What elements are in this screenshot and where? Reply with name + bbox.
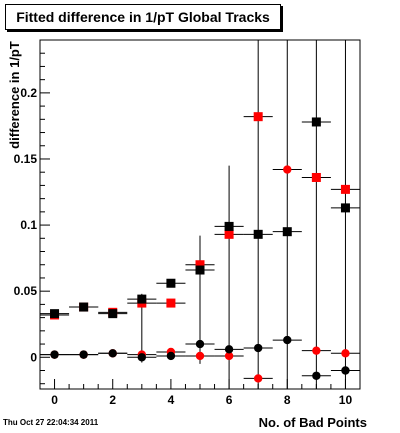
- data-point-square: [195, 265, 205, 275]
- data-point-square: [195, 260, 205, 270]
- chart-title: Fitted difference in 1/pT Global Tracks: [16, 9, 270, 25]
- data-point-square: [224, 229, 234, 239]
- x-tick-label: 6: [226, 393, 233, 407]
- data-point-square: [166, 298, 176, 308]
- data-point-circle: [253, 343, 263, 353]
- datestamp: Thu Oct 27 22:04:34 2011: [3, 418, 99, 427]
- data-point-circle: [195, 351, 205, 361]
- x-tick-label: 8: [284, 393, 291, 407]
- data-point-square: [340, 203, 350, 213]
- chart-title-box: Fitted difference in 1/pT Global Tracks: [5, 4, 281, 30]
- data-point-square: [253, 112, 263, 122]
- y-axis-label: difference in 1/pT: [7, 41, 22, 149]
- data-point-circle: [79, 350, 88, 359]
- x-axis-label: No. of Bad Points: [259, 415, 367, 430]
- data-point-circle: [195, 339, 205, 349]
- x-tick-label: 2: [109, 393, 116, 407]
- data-point-circle: [283, 335, 292, 345]
- data-point-square: [311, 172, 321, 182]
- y-tick-label: 0.2: [20, 86, 37, 100]
- data-point-square: [50, 309, 60, 319]
- data-point-square: [340, 184, 350, 194]
- data-point-square: [166, 278, 176, 288]
- data-point-circle: [137, 353, 147, 362]
- x-tick-label: 4: [168, 393, 175, 407]
- data-point-circle: [50, 350, 59, 359]
- data-point-circle: [224, 351, 234, 361]
- data-point-circle: [341, 349, 350, 358]
- y-tick-label: 0.1: [20, 218, 37, 232]
- data-point-circle: [253, 374, 263, 383]
- data-point-square: [253, 229, 263, 239]
- y-tick-label: 0.15: [14, 152, 38, 166]
- x-tick-label: 10: [339, 393, 353, 407]
- data-point-circle: [283, 165, 292, 174]
- data-point-circle: [108, 349, 117, 358]
- data-point-circle: [312, 346, 321, 355]
- x-tick-label: 0: [51, 393, 58, 407]
- data-point-square: [311, 117, 321, 127]
- data-point-square: [79, 302, 89, 312]
- data-point-square: [224, 221, 234, 231]
- data-point-circle: [312, 371, 321, 380]
- data-point-square: [282, 227, 292, 237]
- y-tick-label: 0: [30, 350, 37, 364]
- data-point-circle: [224, 345, 234, 354]
- data-point-square: [108, 309, 118, 319]
- y-tick-label: 0.05: [14, 284, 38, 298]
- data-point-circle: [166, 351, 176, 361]
- data-point-circle: [341, 366, 350, 375]
- data-point-square: [137, 294, 147, 304]
